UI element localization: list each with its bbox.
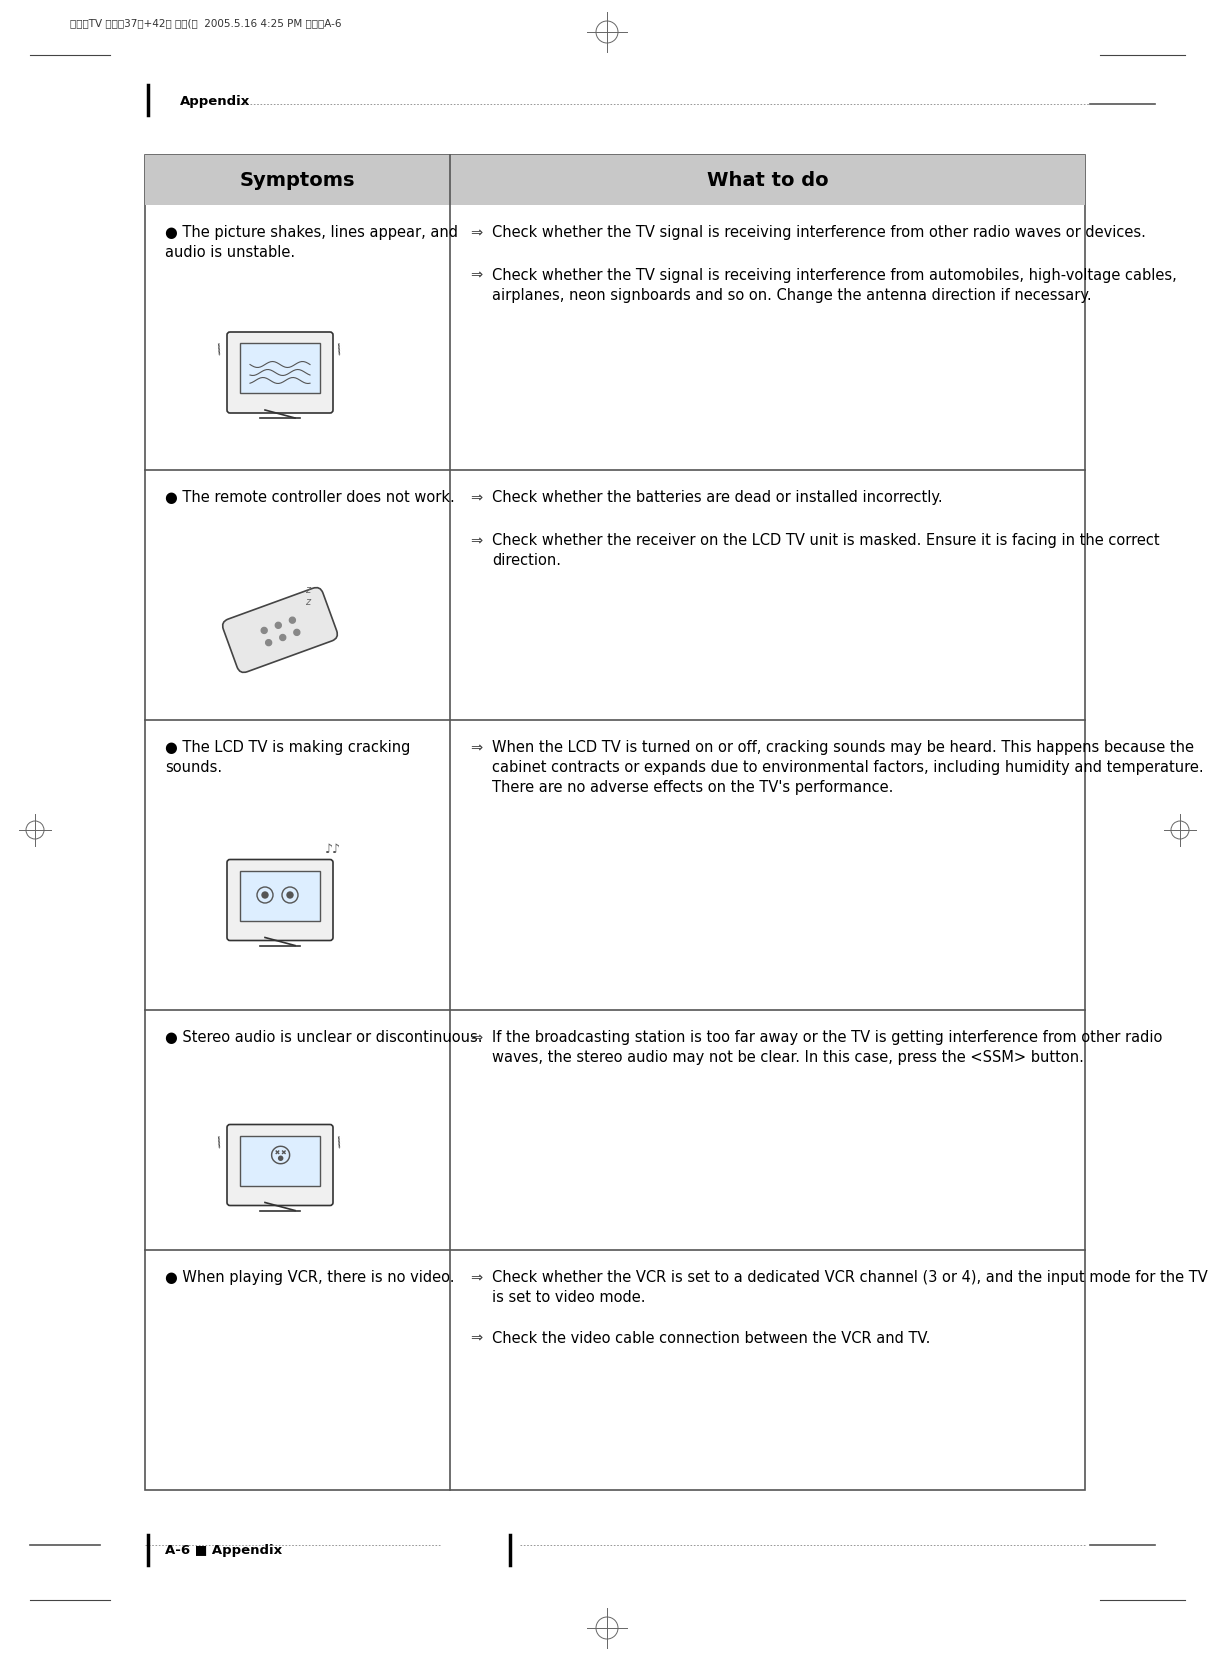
Circle shape [266, 639, 272, 646]
Bar [145, 154, 1085, 204]
Text: ♪♪: ♪♪ [324, 843, 341, 855]
Circle shape [261, 627, 267, 634]
Circle shape [279, 634, 286, 641]
FancyBboxPatch shape [222, 588, 338, 672]
Circle shape [289, 618, 295, 622]
Bar [241, 1135, 320, 1185]
Text: What to do: What to do [707, 171, 829, 189]
Text: If the broadcasting station is too far away or the TV is getting interference fr: If the broadcasting station is too far a… [492, 1029, 1163, 1064]
Text: Appendix: Appendix [180, 95, 250, 108]
Text: ⇒: ⇒ [470, 1029, 482, 1046]
Text: Check whether the TV signal is receiving interference from other radio waves or : Check whether the TV signal is receiving… [492, 226, 1146, 241]
Text: ⇒: ⇒ [470, 740, 482, 755]
Text: ⇒: ⇒ [470, 533, 482, 548]
Bar [241, 344, 320, 393]
Text: Check whether the batteries are dead or installed incorrectly.: Check whether the batteries are dead or … [492, 490, 943, 505]
Text: ● The remote controller does not work.: ● The remote controller does not work. [165, 490, 454, 505]
Circle shape [294, 629, 300, 636]
FancyBboxPatch shape [227, 860, 333, 941]
Text: Check the video cable connection between the VCR and TV.: Check the video cable connection between… [492, 1331, 931, 1346]
Text: Check whether the VCR is set to a dedicated VCR channel (3 or 4), and the input : Check whether the VCR is set to a dedica… [492, 1270, 1208, 1305]
Text: ● Stereo audio is unclear or discontinuous.: ● Stereo audio is unclear or discontinuo… [165, 1029, 482, 1046]
Text: Symptoms: Symptoms [239, 171, 355, 189]
Text: Check whether the TV signal is receiving interference from automobiles, high-vol: Check whether the TV signal is receiving… [492, 267, 1177, 302]
Text: /: / [335, 342, 344, 357]
Text: /: / [215, 342, 224, 357]
Text: When the LCD TV is turned on or off, cracking sounds may be heard. This happens : When the LCD TV is turned on or off, cra… [492, 740, 1204, 795]
Text: ● The LCD TV is making cracking
sounds.: ● The LCD TV is making cracking sounds. [165, 740, 411, 775]
Text: ⇒: ⇒ [470, 1270, 482, 1285]
Text: A-6 ■ Appendix: A-6 ■ Appendix [165, 1544, 282, 1557]
Text: /: / [335, 1134, 344, 1149]
Circle shape [287, 891, 293, 898]
Text: ⇒: ⇒ [470, 267, 482, 282]
Text: 😵: 😵 [269, 1147, 292, 1167]
Circle shape [262, 891, 269, 898]
Text: ⇒: ⇒ [470, 490, 482, 505]
Text: ⇒: ⇒ [470, 226, 482, 241]
Circle shape [276, 622, 282, 627]
Bar [145, 154, 1085, 1491]
Text: ● The picture shakes, lines appear, and
audio is unstable.: ● The picture shakes, lines appear, and … [165, 226, 458, 261]
Text: 미주향TV 매뉴얼37형+42형 부록(영  2005.5.16 4:25 PM 페이지A-6: 미주향TV 매뉴얼37형+42형 부록(영 2005.5.16 4:25 PM … [70, 18, 341, 28]
Text: /: / [215, 1134, 224, 1149]
Text: ⇒: ⇒ [470, 1331, 482, 1346]
Bar [241, 870, 320, 921]
FancyBboxPatch shape [227, 332, 333, 413]
Text: z
z: z z [305, 586, 310, 608]
FancyBboxPatch shape [227, 1124, 333, 1205]
Text: ● When playing VCR, there is no video.: ● When playing VCR, there is no video. [165, 1270, 454, 1285]
Text: Check whether the receiver on the LCD TV unit is masked. Ensure it is facing in : Check whether the receiver on the LCD TV… [492, 533, 1159, 568]
